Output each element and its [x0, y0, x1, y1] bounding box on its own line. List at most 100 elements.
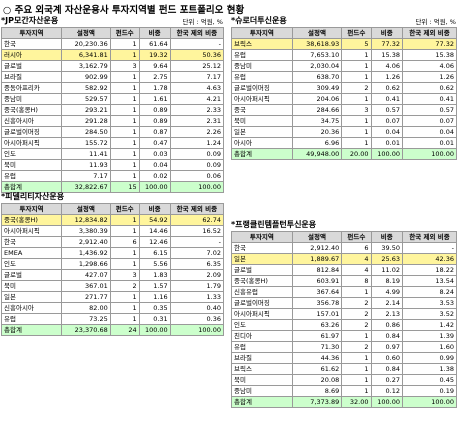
table-row: 아시아 6.96 1 0.01 0.01	[231, 137, 457, 149]
value-cell: 6.96	[291, 137, 343, 149]
table-row: 유럽 638.70 1 1.26 1.26	[231, 71, 457, 83]
value-cell: 1	[341, 115, 372, 127]
table-row: 북미 20.08 1 0.27 0.45	[231, 374, 457, 386]
value-cell: 0.89	[138, 104, 171, 116]
value-cell: 2.33	[169, 104, 225, 116]
value-cell: 1.33	[169, 291, 225, 303]
value-cell: 293.21	[60, 104, 111, 116]
value-cell: 812.84	[291, 264, 343, 276]
table-row: 인도 1,298.66 1 5.56 6.35	[1, 258, 225, 270]
value-cell: 0.12	[370, 385, 403, 397]
column-header: 비중	[138, 27, 171, 39]
value-cell: 2	[341, 308, 372, 320]
value-cell: 0.04	[138, 159, 171, 171]
section-title: *슈로더투신운용	[231, 16, 287, 25]
value-cell: 100.00	[402, 148, 457, 160]
value-cell: 1	[109, 115, 140, 127]
value-cell: 0.57	[402, 104, 457, 116]
table-row: 북미 34.75 1 0.07 0.07	[231, 115, 457, 127]
region-cell: 중남미	[1, 93, 62, 105]
value-cell: 100.00	[138, 324, 171, 336]
table-row: 유럽 73.25 1 0.31 0.36	[1, 313, 225, 325]
value-cell: 100.00	[402, 396, 457, 408]
region-cell: 한국	[1, 38, 62, 50]
value-cell: 1	[109, 225, 140, 237]
table-row: 러시아 6,341.81 1 19.32 50.36	[1, 49, 225, 61]
value-cell: 1.39	[402, 330, 457, 342]
column-header: 한국 제외 비중	[402, 231, 457, 243]
value-cell: 1	[341, 330, 372, 342]
value-cell: 2	[341, 319, 372, 331]
region-cell: 일본	[231, 126, 293, 138]
value-cell: 12,834.82	[60, 214, 111, 226]
value-cell: 157.01	[291, 308, 343, 320]
table-row: 유럽 7.17 1 0.02 0.06	[1, 170, 225, 182]
region-cell: 중국	[231, 104, 293, 116]
value-cell: 6.35	[169, 258, 225, 270]
value-cell: 0.07	[402, 115, 457, 127]
value-cell: 11.93	[60, 159, 111, 171]
value-cell: 0.01	[370, 137, 403, 149]
value-cell: 0.60	[370, 352, 403, 364]
jp-morgan-section: *JP모간자산운용 단위 : 억원, % 투자지역 설정액 펀드수 비중 한국 제외 비…	[1, 15, 225, 193]
table-row: 유럽 71.30 2 0.97 1.60	[231, 341, 457, 353]
table-header-row: 투자지역 설정액 펀드수 비중 한국 제외 비중	[231, 27, 457, 39]
region-cell: 글로벌이머징	[231, 297, 293, 309]
column-header: 펀드수	[109, 203, 140, 215]
value-cell: 25.63	[370, 253, 403, 265]
value-cell: 1	[109, 126, 140, 138]
value-cell: 4.63	[169, 82, 225, 94]
total-row: 총합계 23,370.68 24 100.00 100.00	[1, 324, 225, 336]
value-cell: -	[402, 242, 457, 254]
value-cell: 3	[341, 104, 372, 116]
value-cell: 367.01	[60, 280, 111, 292]
region-cell: 일본	[231, 253, 293, 265]
value-cell: 1.42	[402, 319, 457, 331]
column-header: 비중	[370, 27, 403, 39]
value-cell: 100.00	[370, 148, 403, 160]
value-cell: 6,341.81	[60, 49, 111, 61]
value-cell: 1	[341, 286, 372, 298]
table-row: 중남미 2,030.04 1 4.06 4.06	[231, 60, 457, 72]
value-cell: 7.02	[169, 247, 225, 259]
value-cell: 4.06	[370, 60, 403, 72]
value-cell: 63.26	[291, 319, 343, 331]
table-row: 브릭스 61.62 1 0.84 1.38	[231, 363, 457, 375]
value-cell: 32.00	[341, 396, 372, 408]
table-header-row: 투자지역 설정액 펀드수 비중 한국 제외 비중	[231, 231, 457, 243]
table-row: 브라질 902.99 1 2.75 7.17	[1, 71, 225, 83]
jp-morgan-table: 투자지역 설정액 펀드수 비중 한국 제외 비중 한국 20,230.36 1 61.64- 러시…	[1, 27, 225, 193]
column-header: 한국 제외 비중	[169, 203, 225, 215]
value-cell: 0.86	[370, 319, 403, 331]
value-cell: 2.31	[169, 115, 225, 127]
value-cell: 15.38	[402, 49, 457, 61]
table-header-row: 투자지역 설정액 펀드수 비중 한국 제외 비중	[1, 203, 225, 215]
value-cell: 271.77	[60, 291, 111, 303]
region-cell: 글로벌이머징	[1, 126, 62, 138]
table-row: 아시아퍼시픽 204.06 1 0.41 0.41	[231, 93, 457, 105]
total-row: 총합계 32,822.67 15 100.00 100.00	[1, 181, 225, 193]
value-cell: 50.36	[169, 49, 225, 61]
value-cell: 2.75	[138, 71, 171, 83]
value-cell: 8	[341, 275, 372, 287]
value-cell: 1	[341, 352, 372, 364]
value-cell: 3,380.39	[60, 225, 111, 237]
table-row: 아시아퍼시픽 155.72 1 0.47 1.24	[1, 137, 225, 149]
region-cell: 한국	[1, 236, 62, 248]
column-header: 비중	[370, 231, 403, 243]
value-cell: 44.36	[291, 352, 343, 364]
value-cell: 0.41	[370, 93, 403, 105]
value-cell: 603.91	[291, 275, 343, 287]
value-cell: 0.87	[138, 126, 171, 138]
region-cell: 아시아퍼시픽	[1, 225, 62, 237]
table-row: 친디아 61.97 1 0.84 1.39	[231, 330, 457, 342]
region-cell: 신흥아시아	[1, 302, 62, 314]
value-cell: 155.72	[60, 137, 111, 149]
value-cell: 1	[109, 148, 140, 160]
value-cell: 367.64	[291, 286, 343, 298]
value-cell: 1	[341, 385, 372, 397]
value-cell: 1,889.67	[291, 253, 343, 265]
fidelity-section: *피델리티자산운용 투자지역 설정액 펀드수 비중 한국 제외 비중 중국(홍콩H) 12,…	[1, 191, 225, 336]
region-cell: EMEA	[1, 247, 62, 259]
table-header-row: 투자지역 설정액 펀드수 비중 한국 제외 비중	[1, 27, 225, 39]
